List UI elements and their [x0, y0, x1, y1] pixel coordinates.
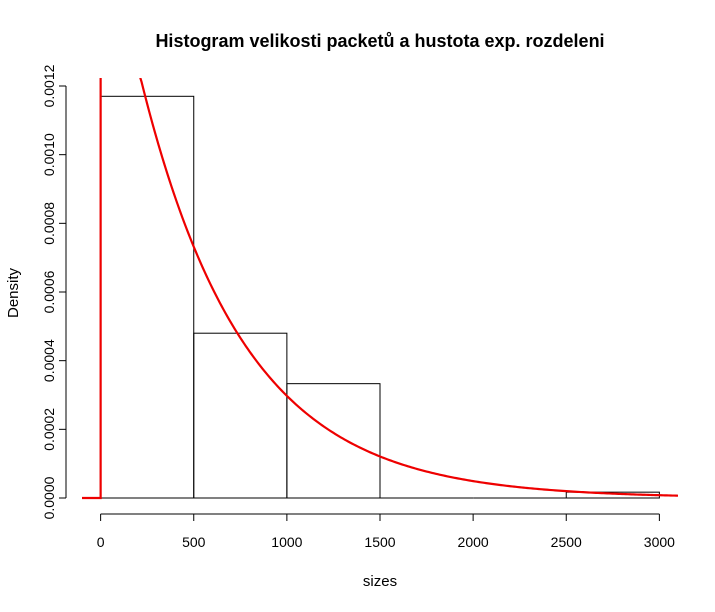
y-tick-label-6: 0.0012	[41, 64, 57, 107]
histogram-bar-0	[100, 95, 195, 499]
y-tick-label-3: 0.0006	[41, 270, 57, 313]
plot-area: 0 500 1000 1500 2000 2500 3000 0.0000 0.0002 0.00…	[41, 64, 678, 550]
histogram-bar-2	[286, 383, 381, 499]
y-tick-label-1: 0.0002	[41, 408, 57, 451]
y-axis-label: Density	[5, 267, 22, 318]
x-tick-label-5: 2500	[551, 534, 582, 550]
y-tick-label-2: 0.0004	[41, 339, 57, 382]
x-tick-label-2: 1000	[271, 534, 302, 550]
chart-title: Histogram velikosti packetů a hustota ex…	[155, 31, 604, 51]
y-tick-label-4: 0.0008	[41, 202, 57, 245]
x-axis-label: sizes	[363, 573, 397, 590]
y-tick-label-0: 0.0000	[41, 476, 57, 519]
x-tick-label-1: 500	[182, 534, 206, 550]
x-tick-label-6: 3000	[644, 534, 675, 550]
x-tick-label-3: 1500	[364, 534, 395, 550]
density-curve	[82, 78, 678, 500]
histogram-bar-1	[193, 332, 288, 499]
x-tick-label-4: 2000	[458, 534, 489, 550]
y-tick-label-5: 0.0010	[41, 133, 57, 176]
x-tick-label-0: 0	[97, 534, 105, 550]
